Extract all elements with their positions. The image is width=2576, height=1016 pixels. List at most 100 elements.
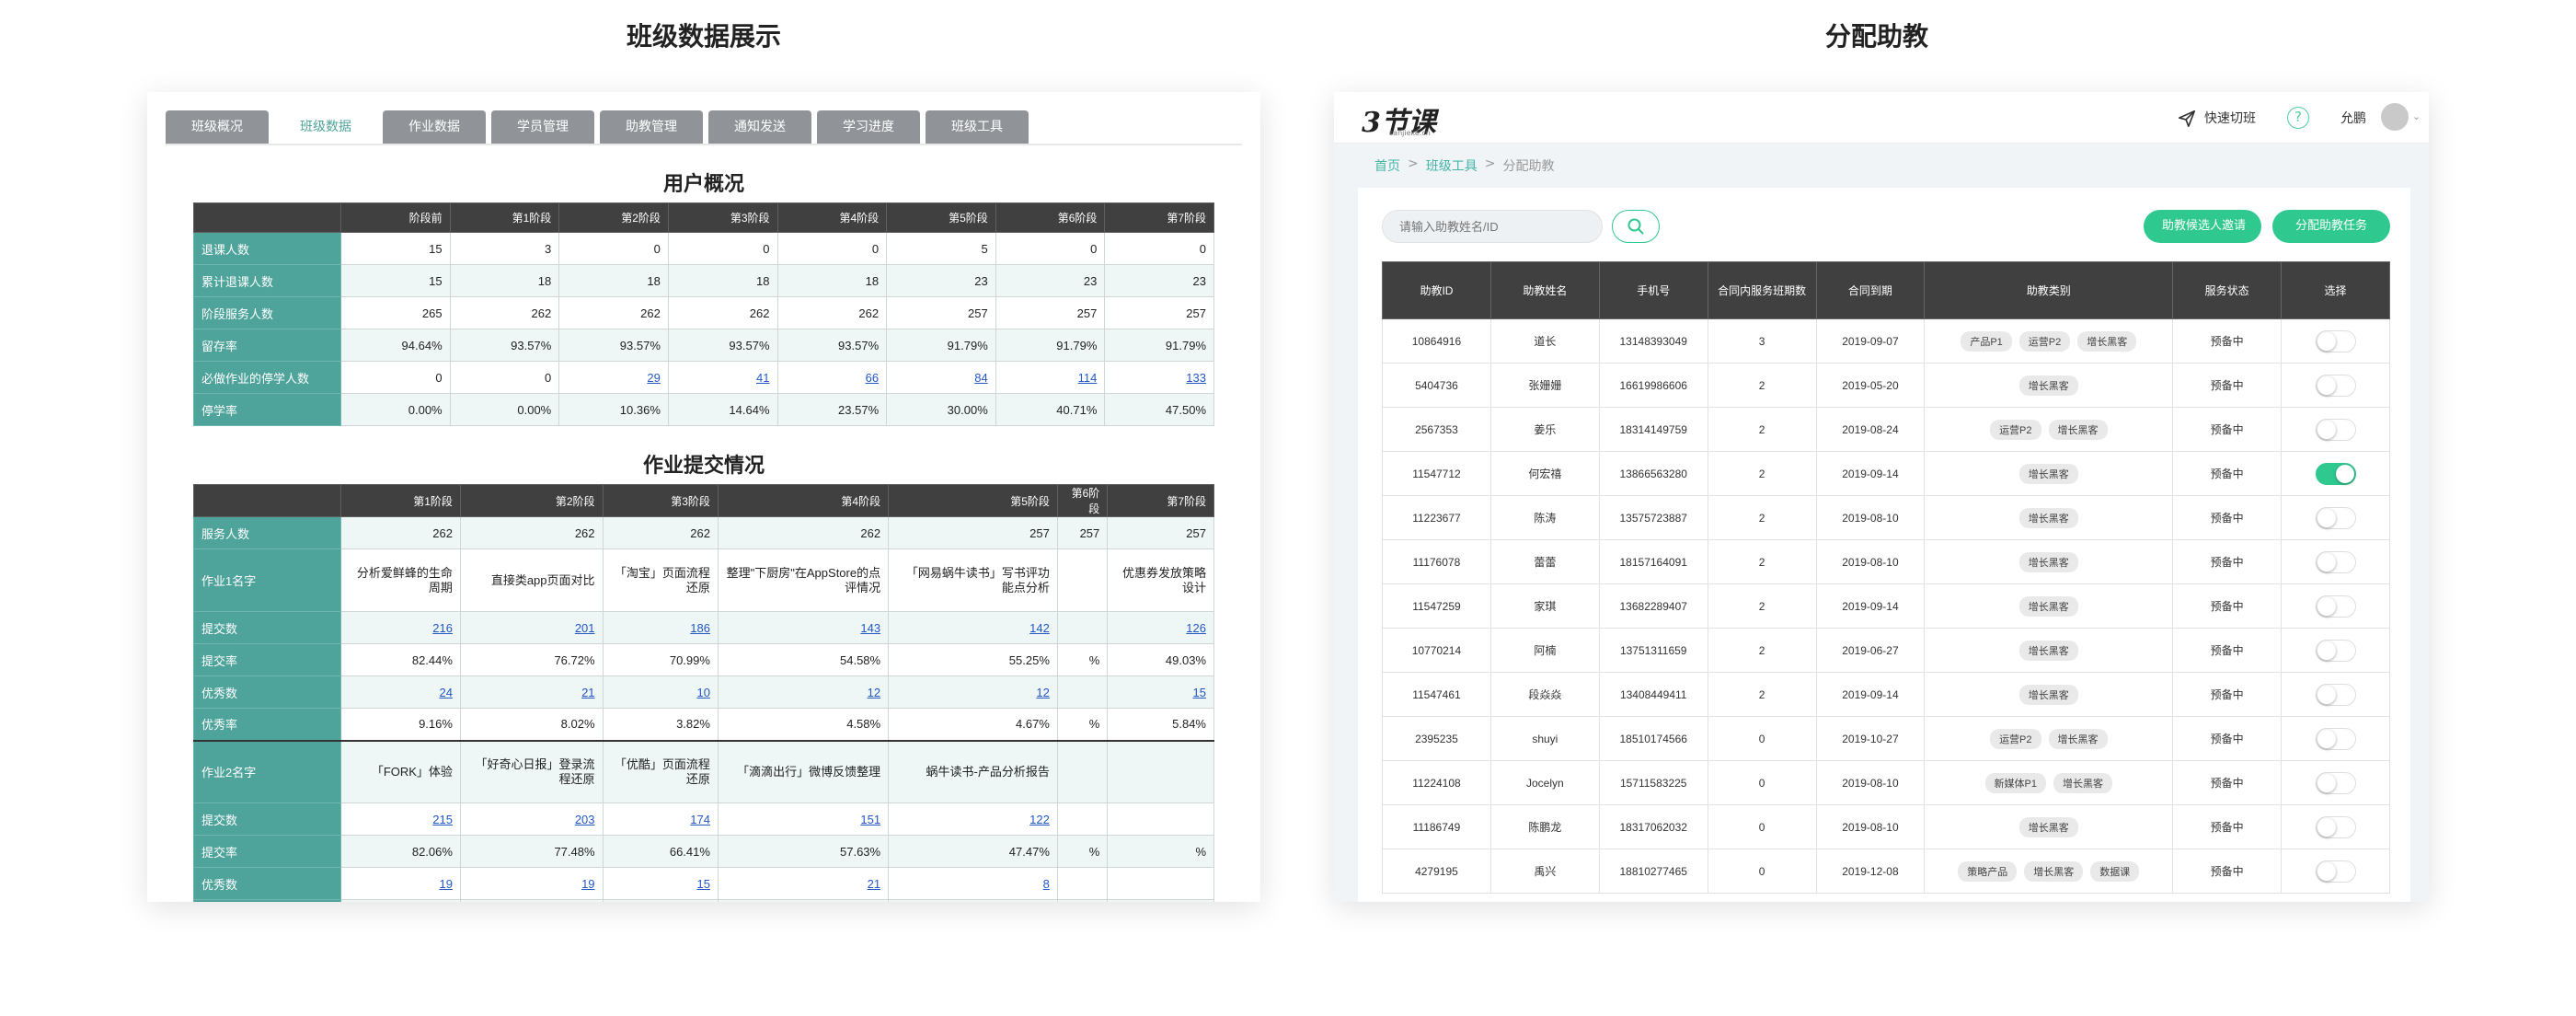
table-cell: 262 — [667, 296, 778, 329]
count-link[interactable]: 126 — [1107, 611, 1214, 644]
table-cell: 23 — [995, 264, 1106, 297]
cell-category: 增长黑客 — [1924, 539, 2174, 584]
count-link[interactable]: 133 — [1104, 361, 1214, 394]
select-toggle[interactable] — [2315, 683, 2356, 706]
breadcrumb-separator: > — [1484, 156, 1496, 171]
cell-expire: 2019-12-08 — [1815, 849, 1926, 894]
select-toggle[interactable] — [2315, 462, 2356, 485]
column-header: 手机号 — [1598, 261, 1708, 319]
help-icon[interactable]: ? — [2287, 107, 2309, 129]
toggle-knob — [2317, 729, 2336, 748]
count-link[interactable]: 142 — [888, 611, 1058, 644]
tab-5[interactable]: 通知发送 — [708, 110, 811, 144]
logo[interactable]: 3节课 — [1362, 107, 1436, 139]
header-row: 助教ID 助教姓名 手机号 合同内服务班期数 合同到期 助教类别 服务状态 选择 — [1382, 261, 2390, 319]
tab-3[interactable]: 学员管理 — [491, 110, 594, 144]
count-link[interactable]: 19 — [340, 867, 461, 900]
tab-0[interactable]: 班级概况 — [166, 110, 269, 144]
category-tag: 增长黑客 — [2053, 772, 2113, 793]
count-link[interactable]: 216 — [340, 611, 461, 644]
table-cell: 91.79% — [1104, 329, 1214, 362]
count-link[interactable]: 21 — [459, 675, 604, 709]
toggle-knob — [2317, 331, 2336, 351]
select-toggle[interactable] — [2315, 506, 2356, 529]
select-toggle[interactable] — [2315, 771, 2356, 794]
chevron-down-icon[interactable]: ⌄ — [2412, 110, 2421, 122]
count-link[interactable]: 151 — [717, 802, 890, 836]
table-cell: 3.82% — [602, 708, 719, 741]
assistant-search-input[interactable] — [1382, 210, 1603, 243]
tab-7[interactable]: 班级工具 — [926, 110, 1029, 144]
row-label: 退课人数 — [193, 232, 341, 265]
count-link[interactable]: 174 — [602, 802, 719, 836]
count-link[interactable]: 19 — [459, 867, 604, 900]
count-link[interactable]: 15 — [1107, 675, 1214, 709]
count-link[interactable]: 41 — [667, 361, 778, 394]
count-link[interactable]: 215 — [340, 802, 461, 836]
avatar[interactable] — [2381, 103, 2409, 131]
cell-phone: 13408449411 — [1598, 672, 1708, 717]
count-link[interactable]: 203 — [459, 802, 604, 836]
select-toggle[interactable] — [2315, 815, 2356, 838]
homework-name-cell: 蜗牛读书-产品分析报告 — [888, 739, 1058, 803]
row-label: 必做作业的停学人数 — [193, 361, 341, 394]
select-toggle[interactable] — [2315, 639, 2356, 662]
user-overview-title: 用户概况 — [662, 173, 744, 196]
select-toggle[interactable] — [2315, 418, 2356, 441]
table-cell: 257 — [886, 296, 996, 329]
breadcrumb-class-tools[interactable]: 班级工具 — [1425, 159, 1478, 174]
assign-task-button[interactable]: 分配助教任务 — [2272, 210, 2390, 243]
count-link[interactable]: 15 — [602, 867, 719, 900]
tab-1[interactable]: 班级数据 — [274, 110, 377, 144]
count-link[interactable]: 114 — [995, 361, 1106, 394]
homework-name-cell — [1107, 739, 1214, 803]
count-link[interactable]: 10 — [602, 675, 719, 709]
username[interactable]: 允鹏 — [2340, 111, 2366, 126]
count-link[interactable]: 122 — [888, 802, 1058, 836]
table-cell: 257 — [888, 516, 1058, 549]
row-label: 优秀数 — [193, 675, 341, 709]
quick-switch-class-link[interactable]: 快速切班 — [2204, 111, 2256, 126]
table-cell: 257 — [1107, 516, 1214, 549]
category-tag: 增长黑客 — [2018, 595, 2078, 617]
cell-select — [2281, 628, 2390, 673]
table-row: 提交率 82.44% 76.72% 70.99% 54.58% 55.25%% 49.03% — [193, 643, 1214, 676]
count-link[interactable]: 66 — [776, 361, 888, 394]
select-toggle[interactable] — [2315, 727, 2356, 750]
table-cell: 15 — [340, 232, 451, 265]
count-link[interactable]: 12 — [717, 675, 890, 709]
cell-count: 2 — [1707, 672, 1817, 717]
select-toggle[interactable] — [2315, 374, 2356, 397]
cell-phone: 13682289407 — [1598, 583, 1708, 629]
count-link[interactable]: 8 — [888, 867, 1058, 900]
tab-4[interactable]: 助教管理 — [600, 110, 703, 144]
cell-id: 4279195 — [1382, 849, 1491, 894]
select-toggle[interactable] — [2315, 550, 2356, 573]
count-link[interactable]: 21 — [717, 867, 890, 900]
row-label: 作业2名字 — [193, 739, 341, 803]
count-link[interactable]: 186 — [602, 611, 719, 644]
tab-2[interactable]: 作业数据 — [383, 110, 486, 144]
cell-category: 增长黑客 — [1924, 804, 2174, 849]
count-link[interactable]: 24 — [340, 675, 461, 709]
cell-select — [2281, 451, 2390, 496]
select-toggle[interactable] — [2315, 595, 2356, 618]
search-button[interactable] — [1612, 210, 1660, 243]
category-tags: 运营P2 增长黑客 — [1925, 728, 2172, 749]
select-toggle[interactable] — [2315, 329, 2356, 352]
column-header: 第6阶段 — [995, 202, 1106, 233]
table-cell: 0 — [667, 232, 778, 265]
cell-expire: 2019-09-07 — [1815, 318, 1926, 364]
table-cell: 40.71% — [995, 393, 1106, 426]
category-tag: 策略产品 — [1958, 860, 2018, 882]
invite-candidate-button[interactable]: 助教候选人邀请 — [2144, 210, 2261, 243]
count-link[interactable]: 201 — [459, 611, 604, 644]
tab-6[interactable]: 学习进度 — [817, 110, 920, 144]
send-icon[interactable] — [2177, 109, 2197, 129]
count-link[interactable]: 12 — [888, 675, 1058, 709]
breadcrumb-home[interactable]: 首页 — [1374, 159, 1400, 174]
count-link[interactable]: 29 — [558, 361, 669, 394]
count-link[interactable]: 84 — [886, 361, 996, 394]
select-toggle[interactable] — [2315, 860, 2356, 883]
count-link[interactable]: 143 — [717, 611, 890, 644]
